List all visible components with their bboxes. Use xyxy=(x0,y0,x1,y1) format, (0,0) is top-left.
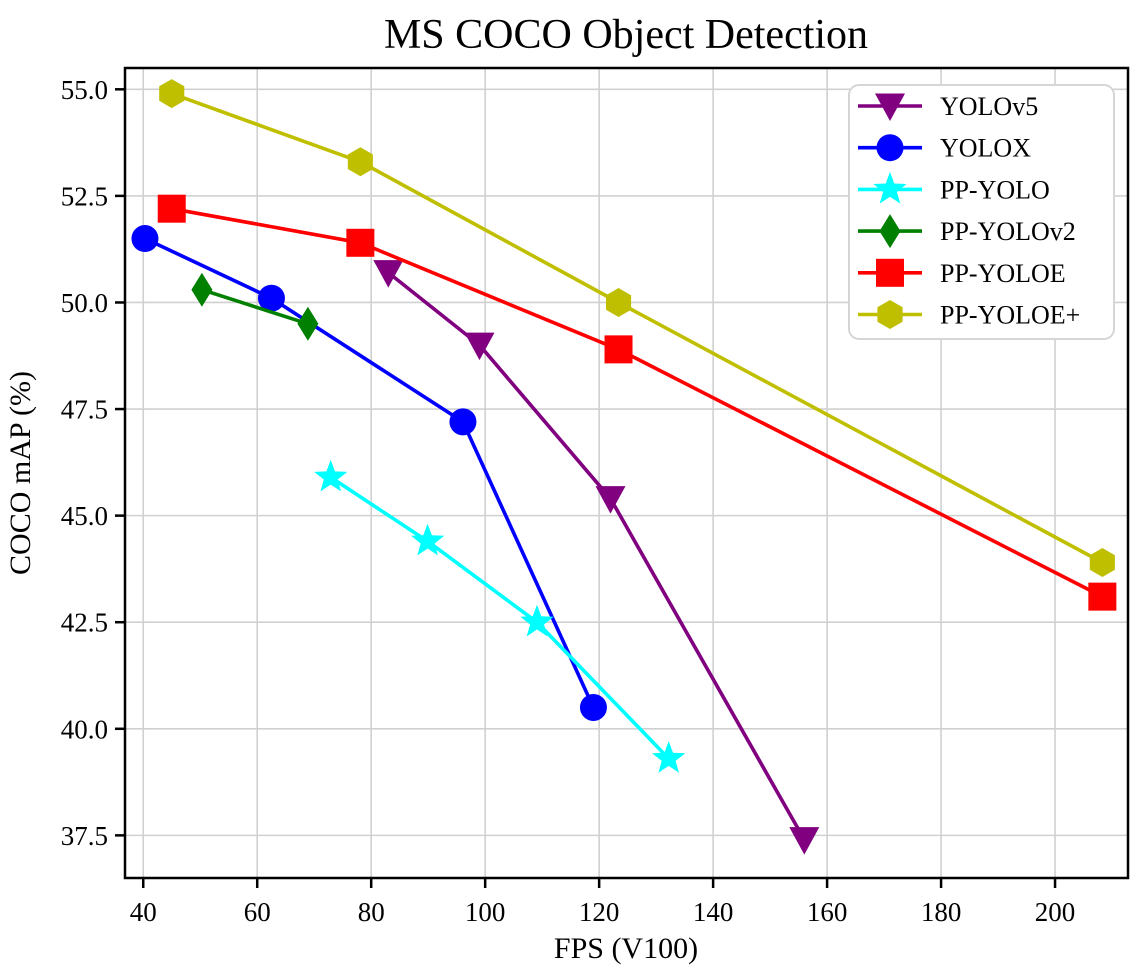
marker-hexagon xyxy=(347,147,373,177)
series-line xyxy=(200,287,310,326)
marker-thin-diamond xyxy=(297,306,319,341)
x-axis-label: FPS (V100) xyxy=(554,932,698,965)
marker-hexagon xyxy=(606,288,632,317)
legend-label: PP-YOLOE+ xyxy=(940,301,1080,330)
marker-circle xyxy=(876,134,904,162)
marker-star xyxy=(873,171,907,204)
series-line xyxy=(169,91,1105,565)
marker-circle xyxy=(579,693,607,721)
marker-square xyxy=(346,228,375,257)
plot-border xyxy=(123,66,1130,880)
legend-item-pp-yolov2: PP-YOLOv2 xyxy=(858,214,1076,249)
series-yolox xyxy=(131,225,607,721)
marker-square xyxy=(157,194,186,223)
y-tick-label: 42.5 xyxy=(61,608,108,638)
legend-item-pp-yoloe-: PP-YOLOE+ xyxy=(858,300,1080,330)
marker-triangle-down xyxy=(875,93,905,121)
legend-item-yolov5: YOLOv5 xyxy=(858,92,1038,121)
x-tick-label: 60 xyxy=(244,897,271,927)
series-pp-yoloe- xyxy=(159,79,1115,577)
y-tick-label: 45.0 xyxy=(61,501,108,531)
x-tick-label: 80 xyxy=(358,897,385,927)
series-line xyxy=(143,236,596,710)
marker-star xyxy=(314,459,348,492)
series-layer xyxy=(131,79,1117,855)
y-tick-label: 50.0 xyxy=(61,288,108,318)
grid xyxy=(125,68,1128,878)
x-tick-label: 160 xyxy=(807,897,848,927)
marker-square xyxy=(876,258,904,287)
marker-circle xyxy=(449,408,477,436)
marker-square xyxy=(604,335,633,364)
marker-star xyxy=(652,741,686,773)
marker-triangle-down xyxy=(595,486,626,514)
legend-item-yolox: YOLOX xyxy=(858,134,1031,163)
legend-label: PP-YOLO xyxy=(940,175,1050,204)
chart-title: MS COCO Object Detection xyxy=(384,12,868,58)
marker-star xyxy=(520,604,554,637)
legend-label: YOLOX xyxy=(940,134,1031,163)
marker-circle xyxy=(131,225,159,253)
marker-star xyxy=(411,523,445,556)
x-tick-label: 180 xyxy=(921,897,962,927)
series-pp-yolov2 xyxy=(191,272,319,341)
legend-item-pp-yolo: PP-YOLO xyxy=(858,171,1050,204)
marker-triangle-down xyxy=(373,260,404,288)
marker-hexagon xyxy=(159,79,185,109)
marker-thin-diamond xyxy=(191,272,213,307)
y-axis-label: COCO mAP (%) xyxy=(4,371,37,575)
series-line xyxy=(386,270,807,842)
series-line xyxy=(169,206,1105,599)
x-tick-label: 200 xyxy=(1035,897,1076,927)
series-yolov5 xyxy=(373,260,820,855)
legend-label: PP-YOLOE xyxy=(940,259,1066,288)
series-line xyxy=(328,475,671,761)
x-tick-label: 120 xyxy=(579,897,620,927)
axis-ticks: 40 60 80 100 120 140 160 180 200 37.5 40.0 42.5 45.0… xyxy=(61,75,1076,927)
marker-thin-diamond xyxy=(879,214,901,249)
marker-triangle-down xyxy=(789,827,820,855)
legend-item-pp-yoloe: PP-YOLOE xyxy=(858,258,1066,288)
y-tick-label: 37.5 xyxy=(61,821,108,851)
y-tick-label: 40.0 xyxy=(61,714,108,744)
series-pp-yolo xyxy=(314,459,686,773)
y-tick-label: 55.0 xyxy=(61,75,108,105)
marker-circle xyxy=(257,284,285,312)
x-tick-label: 140 xyxy=(693,897,734,927)
legend-label: PP-YOLOv2 xyxy=(940,217,1076,246)
x-tick-label: 40 xyxy=(130,897,157,927)
marker-hexagon xyxy=(877,300,903,329)
x-tick-label: 100 xyxy=(465,897,506,927)
y-tick-label: 52.5 xyxy=(61,181,108,211)
marker-hexagon xyxy=(1089,548,1115,577)
legend-label: YOLOv5 xyxy=(940,92,1038,121)
marker-square xyxy=(1088,582,1117,611)
y-tick-label: 47.5 xyxy=(61,395,108,425)
marker-triangle-down xyxy=(464,332,495,361)
series-pp-yoloe xyxy=(157,194,1117,611)
legend: YOLOv5 YOLOX PP-YOLO PP-YOLOv2 PP-YOLOE PP-YO… xyxy=(848,84,1115,340)
